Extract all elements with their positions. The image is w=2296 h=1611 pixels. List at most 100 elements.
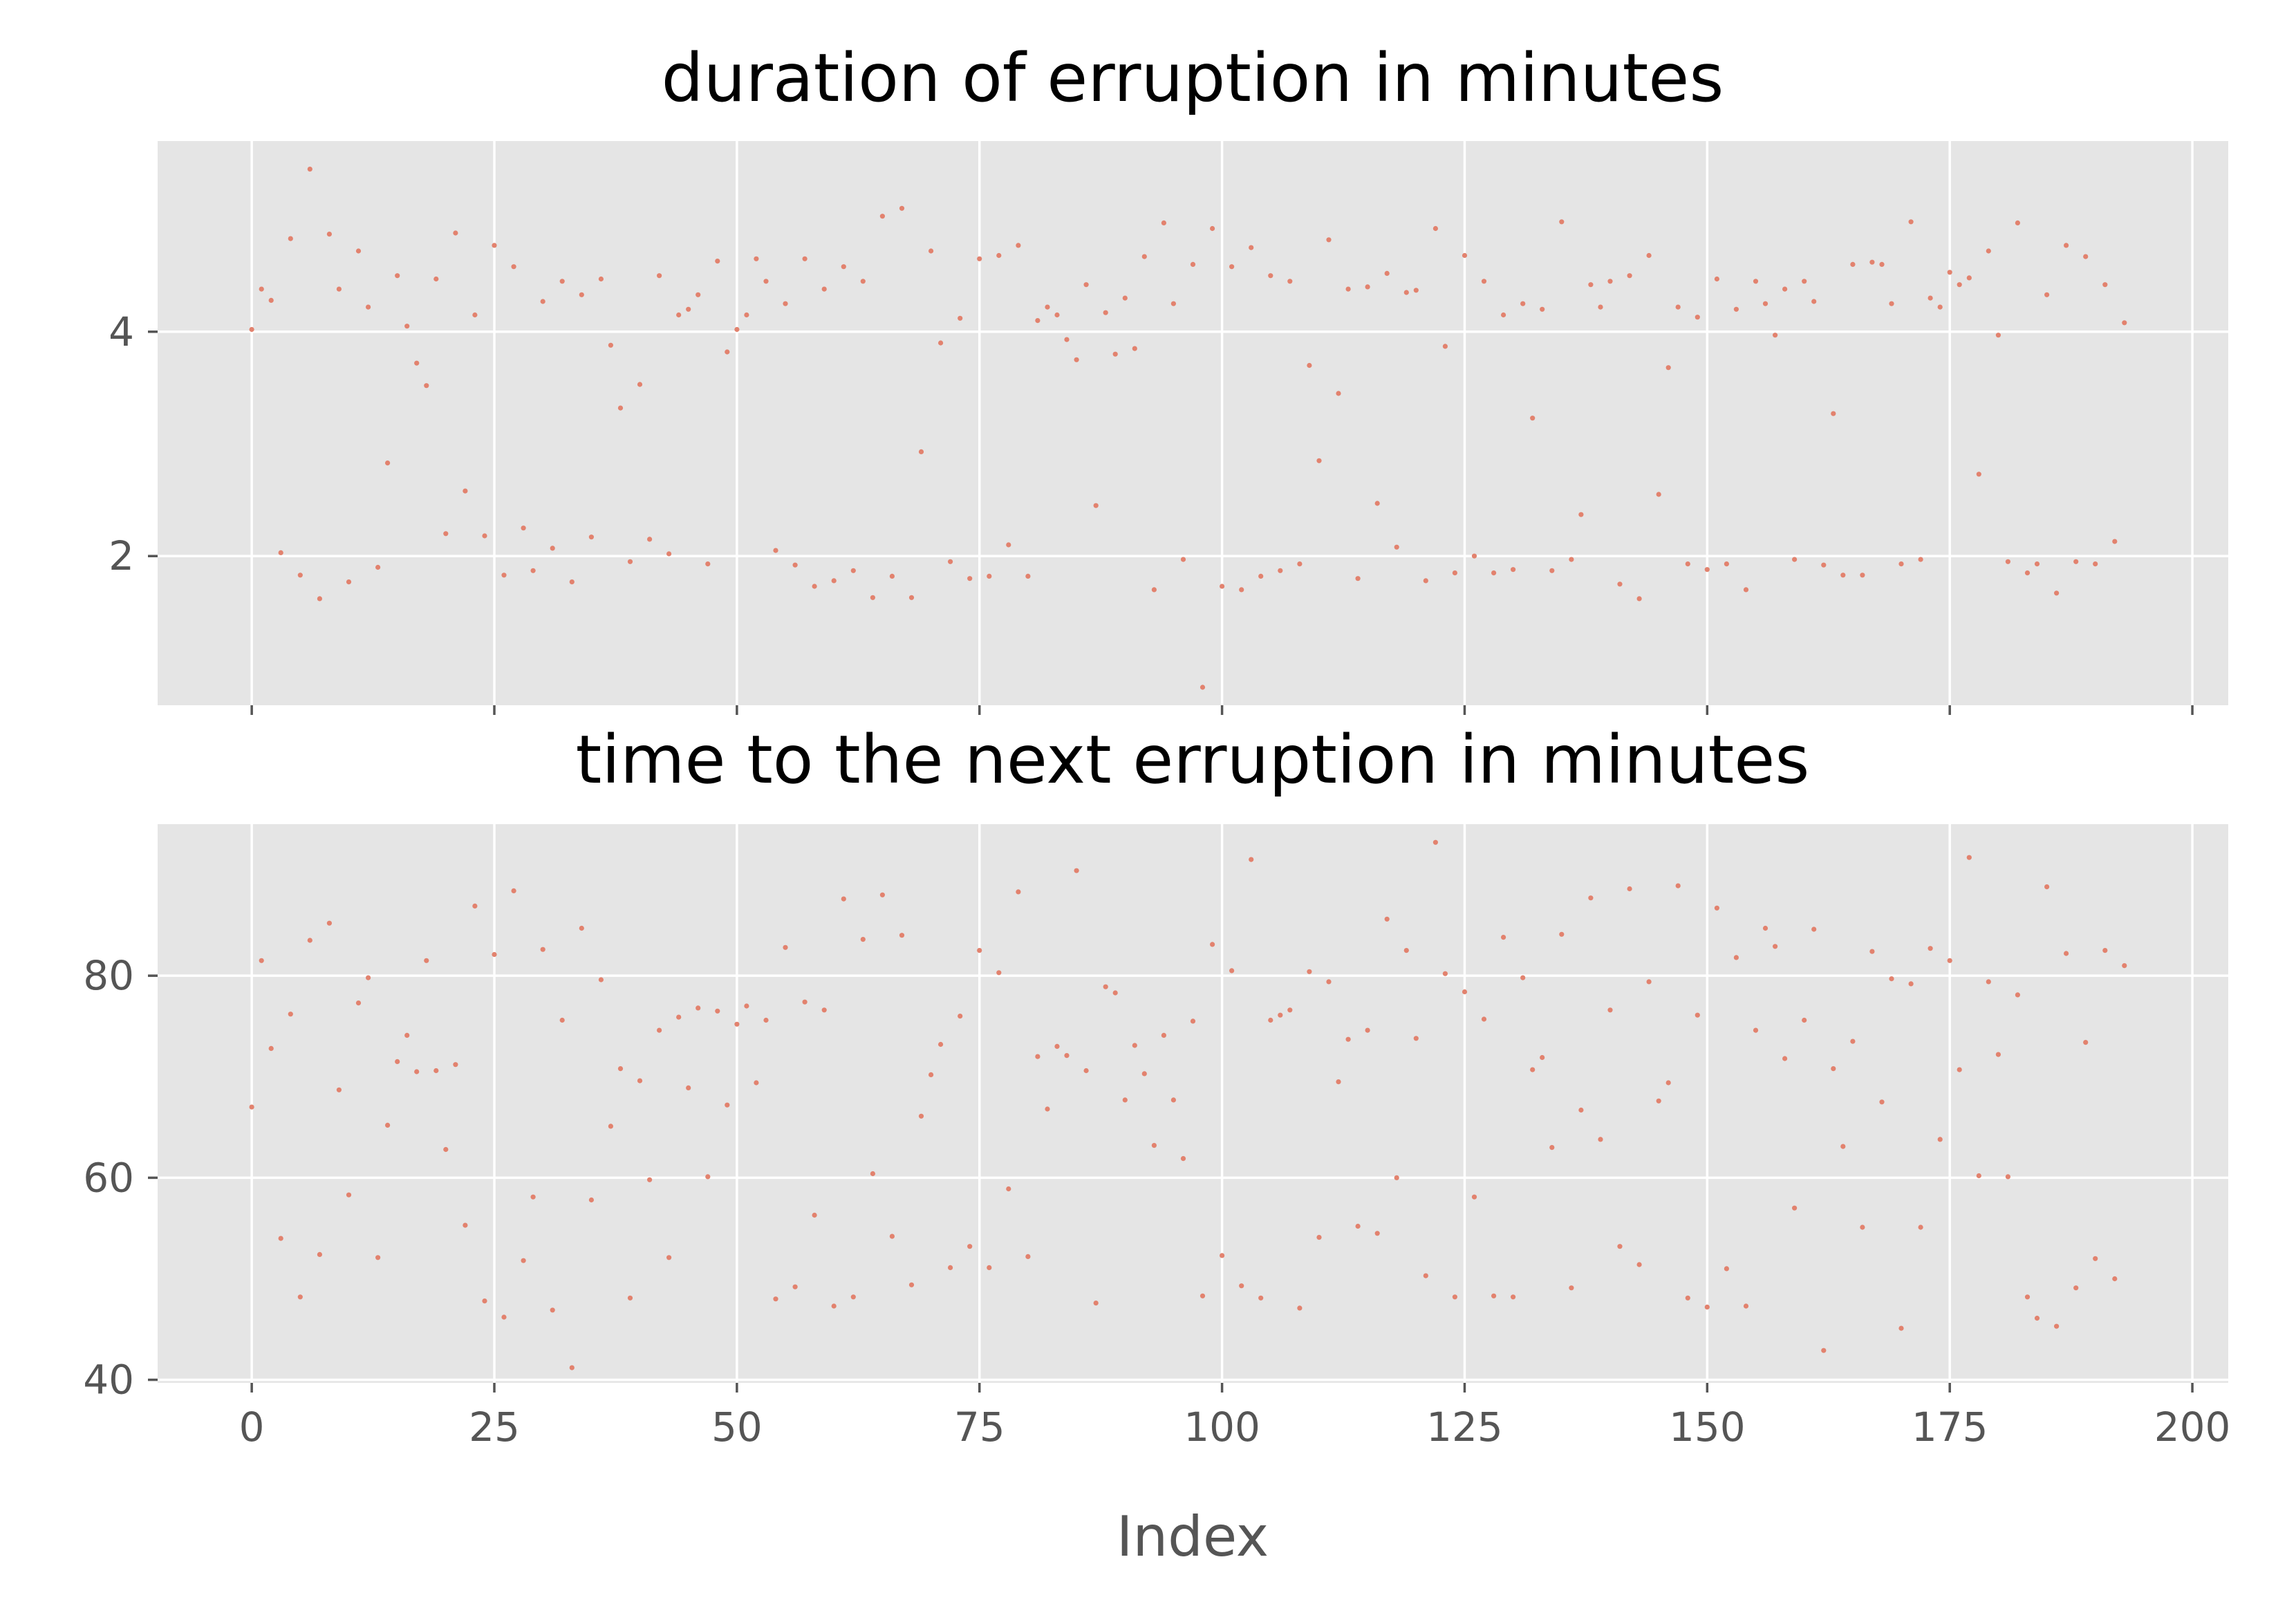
- bottom-data-point: [977, 948, 982, 953]
- top-data-point: [1355, 576, 1361, 581]
- top-data-point: [453, 230, 458, 236]
- top-data-points: [249, 167, 2127, 690]
- top-data-point: [1957, 282, 1962, 288]
- bottom-data-point: [1200, 1293, 1206, 1298]
- top-data-point: [1520, 301, 1526, 306]
- top-data-point: [2005, 559, 2010, 564]
- bottom-data-point: [598, 977, 604, 983]
- x-tick-label: 50: [711, 1404, 763, 1451]
- top-data-point: [1249, 245, 1254, 250]
- bottom-data-point: [1093, 1301, 1099, 1306]
- top-data-point: [715, 259, 720, 264]
- top-data-point: [278, 550, 283, 556]
- bottom-data-point: [627, 1295, 633, 1301]
- bottom-data-point: [1753, 1027, 1759, 1033]
- top-data-point: [579, 292, 584, 297]
- bottom-data-point: [1762, 925, 1768, 931]
- bottom-data-point: [1501, 935, 1506, 940]
- top-data-point: [686, 306, 691, 312]
- bottom-data-point: [1278, 1012, 1283, 1018]
- top-data-point: [1976, 472, 1981, 477]
- bottom-data-point: [1365, 1027, 1370, 1033]
- bottom-data-point: [1598, 1137, 1603, 1142]
- top-data-point: [1384, 270, 1390, 276]
- bottom-data-point: [1413, 1036, 1419, 1041]
- bottom-data-point: [1016, 889, 1021, 895]
- bottom-data-point: [1957, 1067, 1962, 1072]
- top-data-point: [1549, 568, 1555, 573]
- bottom-data-point: [657, 1027, 662, 1033]
- bottom-data-point: [1918, 1224, 1923, 1230]
- bottom-data-point: [530, 1194, 536, 1200]
- top-data-point: [569, 579, 575, 585]
- bottom-data-point: [918, 1113, 924, 1119]
- top-data-point: [1947, 270, 1952, 275]
- top-data-point: [1180, 557, 1186, 562]
- bottom-data-point: [326, 920, 332, 926]
- top-data-point: [889, 573, 895, 579]
- top-data-point: [1802, 279, 1807, 284]
- top-data-point: [1869, 259, 1875, 265]
- bottom-data-point: [1423, 1273, 1428, 1278]
- bottom-data-point: [1403, 948, 1409, 953]
- bottom-data-point: [1511, 1294, 1516, 1300]
- bottom-data-point: [958, 1014, 963, 1019]
- top-data-point: [2083, 254, 2089, 259]
- bottom-data-point: [1937, 1137, 1943, 1142]
- bottom-data-point: [307, 938, 312, 943]
- bottom-data-point: [1831, 1066, 1836, 1072]
- bottom-data-point: [734, 1021, 740, 1027]
- bottom-data-point: [2005, 1174, 2010, 1180]
- bottom-data-point: [831, 1303, 837, 1309]
- top-data-point: [1598, 304, 1603, 310]
- top-data-point: [1374, 501, 1380, 506]
- bottom-data-point: [1850, 1039, 1856, 1044]
- top-data-point: [1540, 306, 1545, 312]
- top-data-point: [1792, 557, 1798, 562]
- bottom-data-point: [1316, 1235, 1322, 1240]
- bottom-data-point: [812, 1212, 817, 1218]
- bottom-data-point: [617, 1066, 624, 1072]
- bottom-data-point: [424, 958, 429, 963]
- top-data-point: [725, 349, 730, 355]
- bottom-data-point: [744, 1003, 749, 1009]
- bottom-data-point: [1190, 1018, 1196, 1024]
- top-data-point: [967, 576, 973, 581]
- top-data-point: [1141, 254, 1147, 259]
- top-data-point: [1782, 286, 1788, 292]
- top-data-point: [1229, 264, 1235, 270]
- x-tick-label: 75: [954, 1404, 1005, 1451]
- bottom-data-point: [1695, 1012, 1700, 1018]
- top-data-point: [1889, 301, 1894, 306]
- bottom-data-point: [1220, 1253, 1225, 1258]
- bottom-data-point: [1297, 1305, 1303, 1311]
- bottom-data-point: [559, 1017, 565, 1023]
- bottom-data-point: [1578, 1107, 1584, 1113]
- bottom-data-point: [521, 1258, 526, 1263]
- top-data-point: [2122, 320, 2127, 326]
- top-data-point: [870, 595, 875, 600]
- top-data-point: [987, 573, 992, 579]
- bottom-data-point: [268, 1045, 274, 1051]
- top-data-point: [1511, 567, 1516, 572]
- bottom-data-point: [705, 1174, 711, 1180]
- bottom-data-point: [385, 1122, 391, 1128]
- top-data-point: [395, 273, 400, 279]
- top-data-point: [1773, 333, 1778, 338]
- top-data-point: [1607, 279, 1613, 284]
- top-data-point: [1432, 225, 1438, 232]
- bottom-y-tick-label: 40: [83, 1357, 134, 1404]
- top-data-point: [1733, 306, 1739, 312]
- bottom-data-point: [1374, 1231, 1380, 1236]
- bottom-data-point: [1471, 1194, 1477, 1200]
- top-data-point: [1170, 301, 1176, 306]
- top-data-point: [1569, 557, 1574, 562]
- bottom-data-point: [696, 1005, 701, 1011]
- bottom-data-point: [1714, 905, 1719, 911]
- bottom-data-point: [2024, 1294, 2031, 1300]
- top-data-point: [1879, 261, 1885, 267]
- top-data-point: [1675, 304, 1681, 310]
- bottom-data-point: [948, 1265, 953, 1270]
- x-tick-label: 125: [1426, 1404, 1503, 1451]
- bottom-data-point: [2112, 1276, 2118, 1282]
